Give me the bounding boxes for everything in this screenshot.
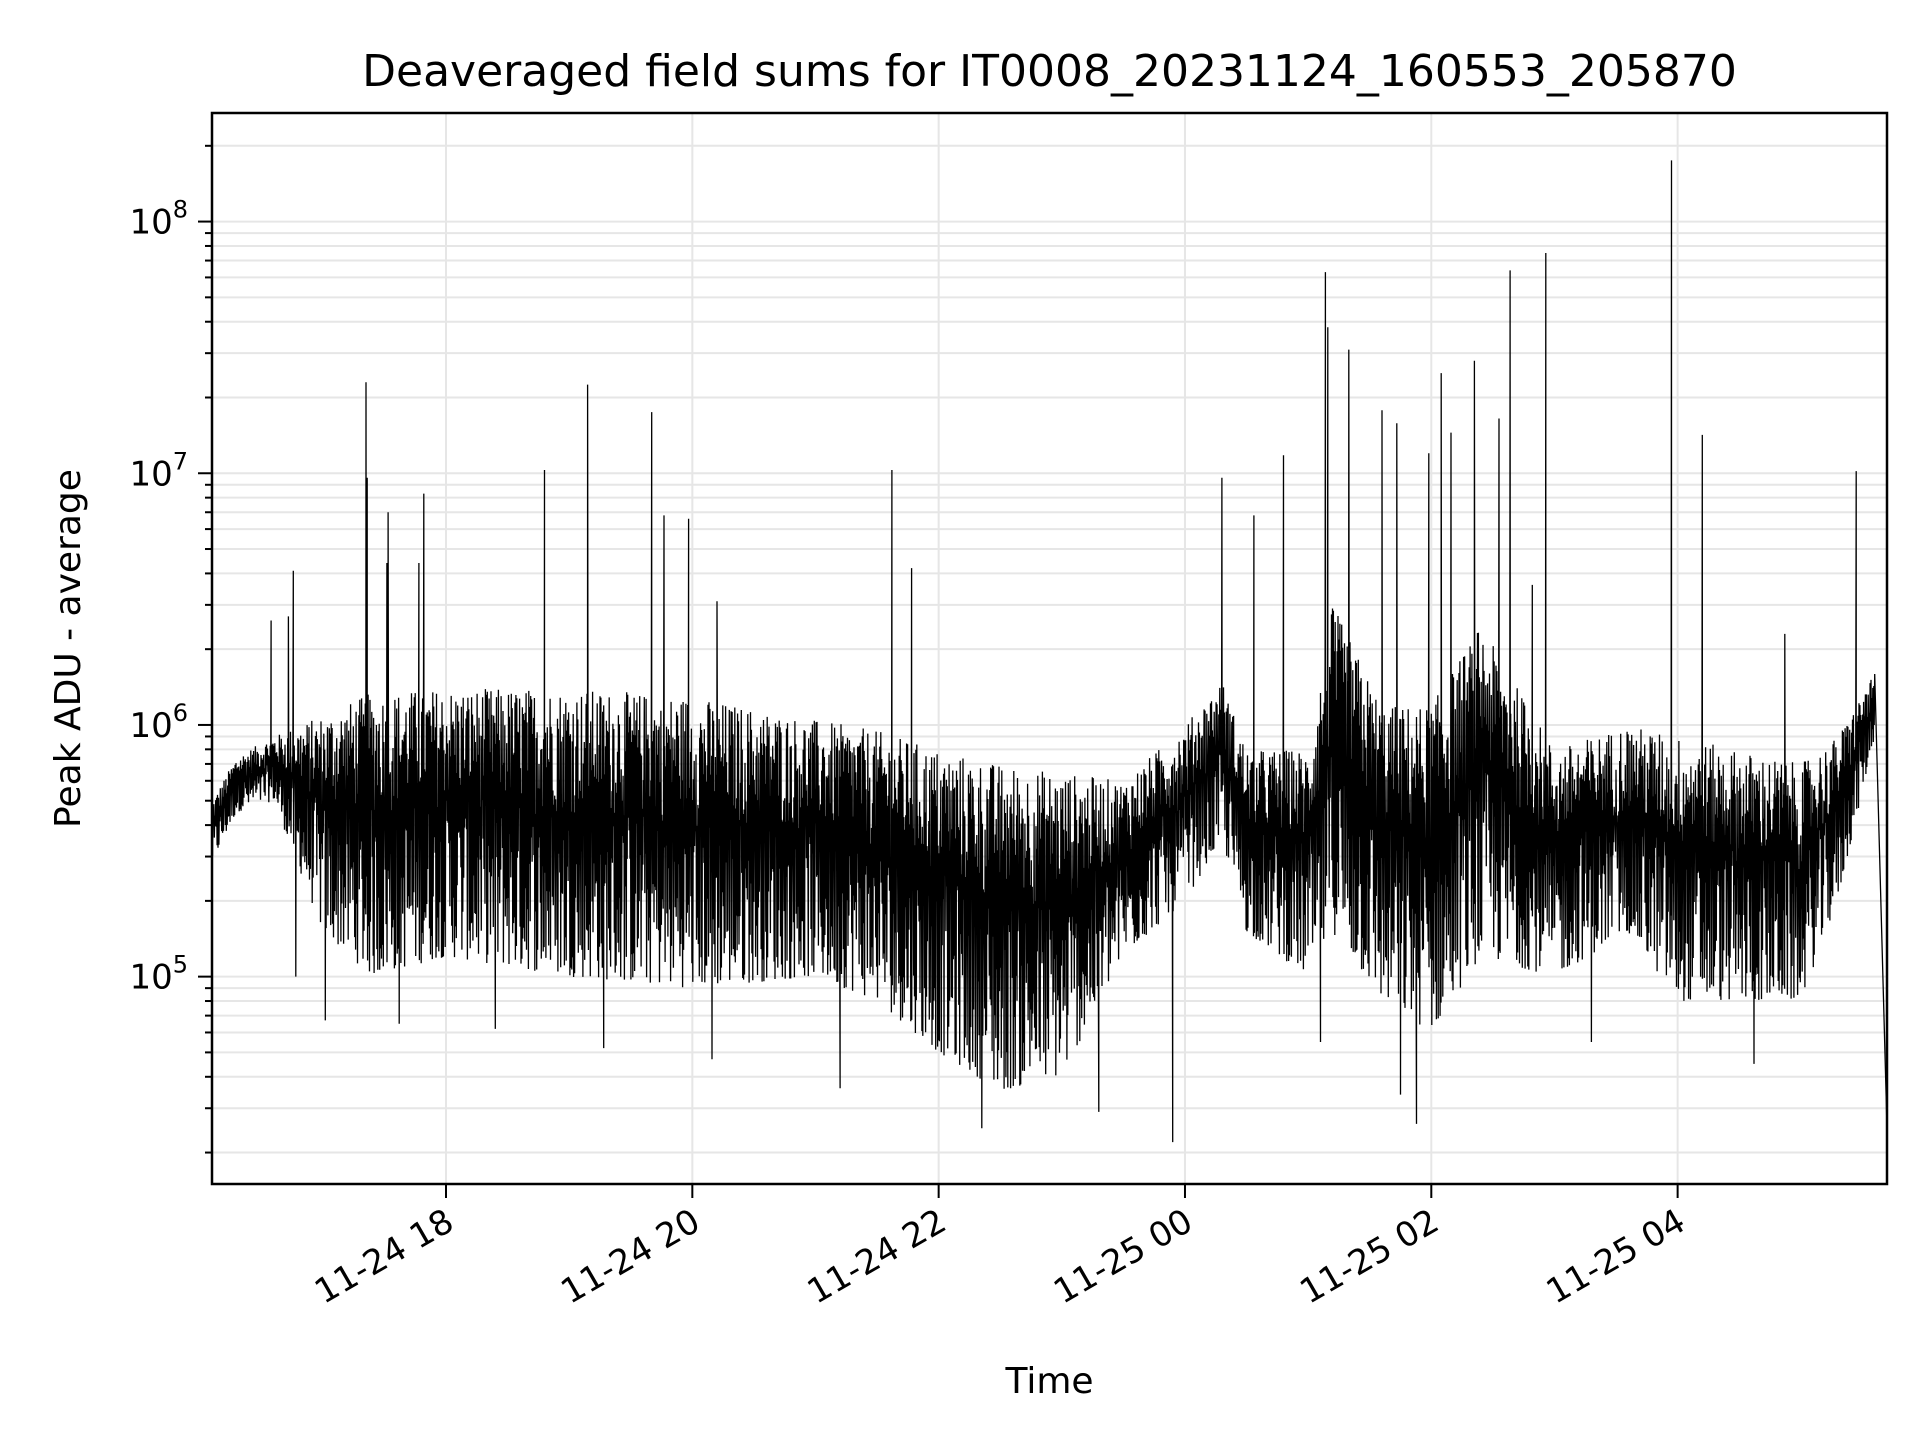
y-tick-label: 106 [129,699,188,746]
x-tick-label: 11-25 02 [1293,1201,1445,1312]
y-tick-label: 108 [129,196,188,243]
y-axis-label: Peak ADU - average [48,469,89,828]
x-tick-label: 11-24 18 [308,1201,460,1312]
x-tick-label: 11-24 20 [554,1201,706,1312]
x-tick-label: 11-25 04 [1540,1201,1692,1312]
y-tick-label: 107 [129,447,188,494]
y-axis: 105 106 107 108 [129,144,212,1154]
chart-title: Deaveraged field sums for IT0008_2023112… [362,46,1737,97]
x-tick-label: 11-25 00 [1047,1201,1199,1312]
grid [212,113,1887,1184]
x-tick-label: 11-24 22 [801,1201,953,1312]
series-line [211,160,1888,1143]
x-axis: 11-24 18 11-24 20 11-24 22 11-25 00 11-25 02… [308,1184,1692,1312]
x-axis-label: Time [1004,1361,1093,1402]
y-tick-label: 105 [129,951,188,998]
series-layer [211,160,1888,1143]
